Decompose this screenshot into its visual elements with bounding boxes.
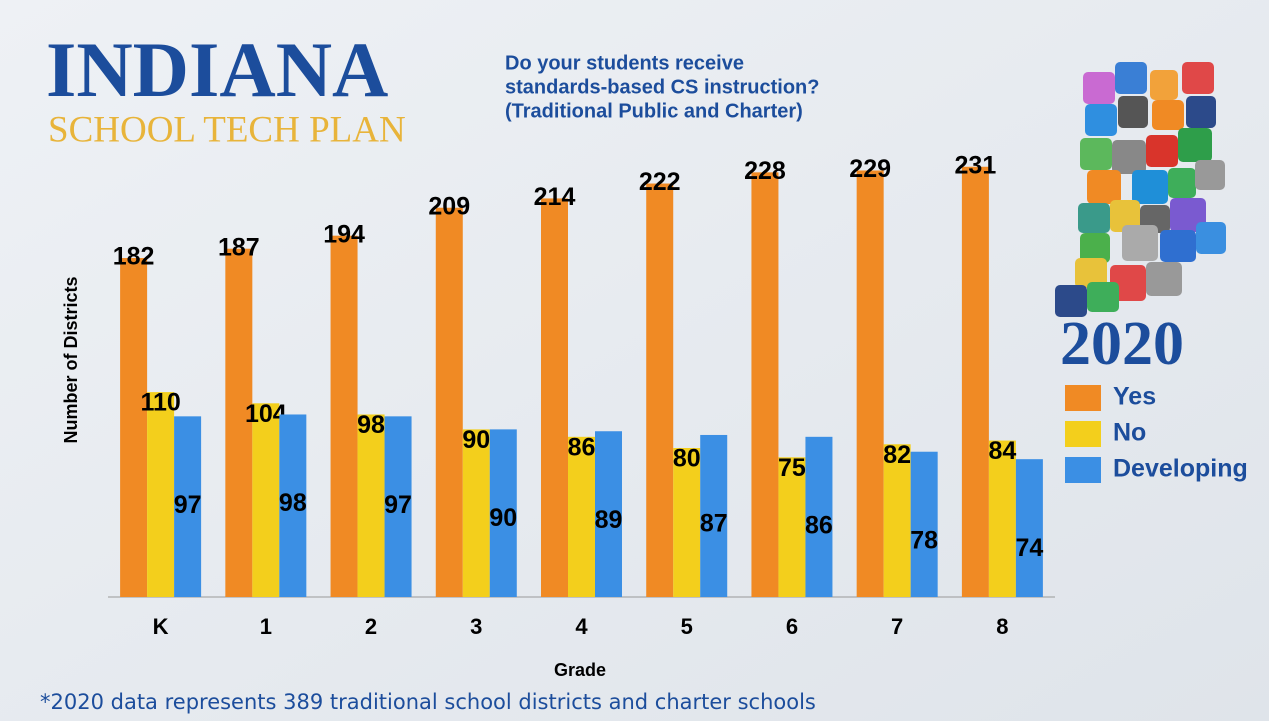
- x-tick-label: 1: [260, 614, 272, 639]
- chart-title: Do your students receive: [505, 52, 744, 74]
- bar: [805, 436, 833, 597]
- bar: [646, 183, 674, 597]
- bar: [489, 429, 517, 597]
- legend-swatch: [1065, 421, 1101, 447]
- bar: [595, 431, 622, 597]
- data-label: 98: [357, 411, 385, 439]
- x-tick-label: 7: [891, 614, 903, 639]
- bar: [147, 392, 175, 597]
- brand: INDIANA: [46, 26, 388, 113]
- bar: [541, 198, 568, 598]
- bar: [751, 172, 779, 597]
- data-label: 86: [805, 511, 833, 539]
- x-tick-label: 3: [470, 614, 482, 639]
- bar: [961, 166, 989, 597]
- bar: [700, 434, 728, 597]
- footnote: *2020 data represents 389 traditional sc…: [40, 690, 816, 714]
- data-label: 97: [174, 491, 202, 519]
- data-label: 228: [744, 157, 786, 185]
- data-label: 98: [279, 489, 307, 517]
- x-axis-label: Grade: [554, 660, 606, 680]
- bar: [174, 416, 202, 597]
- x-tick-label: 4: [575, 614, 588, 639]
- x-tick-label: 5: [681, 614, 693, 639]
- bar: [252, 403, 280, 597]
- data-label: 194: [323, 220, 365, 248]
- bar: [883, 444, 911, 597]
- data-label: 87: [700, 510, 728, 538]
- data-label: 187: [218, 233, 260, 261]
- bar: [778, 457, 806, 597]
- x-tick-label: 2: [365, 614, 377, 639]
- icon-collage: [1055, 62, 1226, 317]
- bar: [330, 235, 358, 598]
- data-label: 229: [849, 155, 891, 183]
- bar: [856, 170, 884, 598]
- legend-label: Yes: [1113, 383, 1156, 411]
- data-label: 86: [568, 433, 596, 461]
- data-label: 84: [988, 437, 1016, 465]
- x-tick-label: K: [153, 614, 169, 639]
- data-label: 89: [595, 506, 623, 534]
- legend-label: Developing: [1113, 455, 1248, 483]
- bar: [357, 414, 385, 597]
- data-label: 90: [489, 504, 517, 532]
- bar: [673, 448, 701, 597]
- x-tick-label: 8: [996, 614, 1008, 639]
- data-label: 78: [910, 526, 938, 554]
- legend-title: 2020: [1060, 310, 1184, 378]
- data-label: 82: [883, 441, 911, 469]
- bar: [988, 440, 1016, 597]
- data-label: 110: [140, 389, 180, 417]
- data-label: 97: [384, 491, 412, 519]
- data-label: 214: [534, 183, 576, 211]
- x-tick-label: 6: [786, 614, 798, 639]
- legend-swatch: [1065, 457, 1101, 483]
- y-axis-label: Number of Districts: [61, 276, 81, 443]
- bar: [120, 258, 148, 597]
- bar: [462, 429, 490, 597]
- chart-title: (Traditional Public and Charter): [505, 100, 803, 122]
- bar: [910, 451, 938, 597]
- bar: [279, 414, 307, 597]
- data-label: 80: [673, 445, 701, 473]
- bar: [435, 207, 463, 598]
- chart-title: standards-based CS instruction?: [505, 76, 820, 98]
- data-label: 74: [1015, 534, 1043, 562]
- data-label: 222: [639, 168, 681, 196]
- data-label: 209: [428, 192, 470, 220]
- legend-swatch: [1065, 385, 1101, 411]
- bar: [568, 436, 595, 597]
- bar: [1015, 459, 1043, 597]
- bar: [384, 416, 412, 597]
- data-label: 75: [778, 454, 806, 482]
- legend-label: No: [1113, 419, 1146, 447]
- data-label: 182: [113, 243, 155, 271]
- bar: [225, 248, 253, 597]
- subbrand: SCHOOL TECH PLAN: [48, 109, 406, 150]
- data-label: 231: [955, 151, 997, 179]
- data-label: 90: [462, 426, 490, 454]
